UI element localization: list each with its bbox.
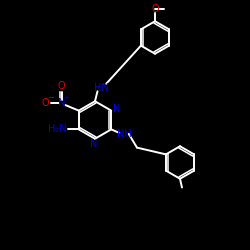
Text: HN: HN bbox=[94, 83, 108, 93]
Text: N: N bbox=[90, 139, 98, 149]
Text: O: O bbox=[58, 81, 66, 91]
Text: N: N bbox=[58, 98, 66, 108]
Text: +: + bbox=[63, 95, 69, 101]
Text: N: N bbox=[113, 104, 120, 115]
Text: O: O bbox=[151, 4, 159, 14]
Text: H₂N: H₂N bbox=[48, 124, 67, 134]
Text: O: O bbox=[42, 98, 50, 108]
Text: −: − bbox=[47, 92, 54, 102]
Text: NH: NH bbox=[117, 129, 132, 139]
